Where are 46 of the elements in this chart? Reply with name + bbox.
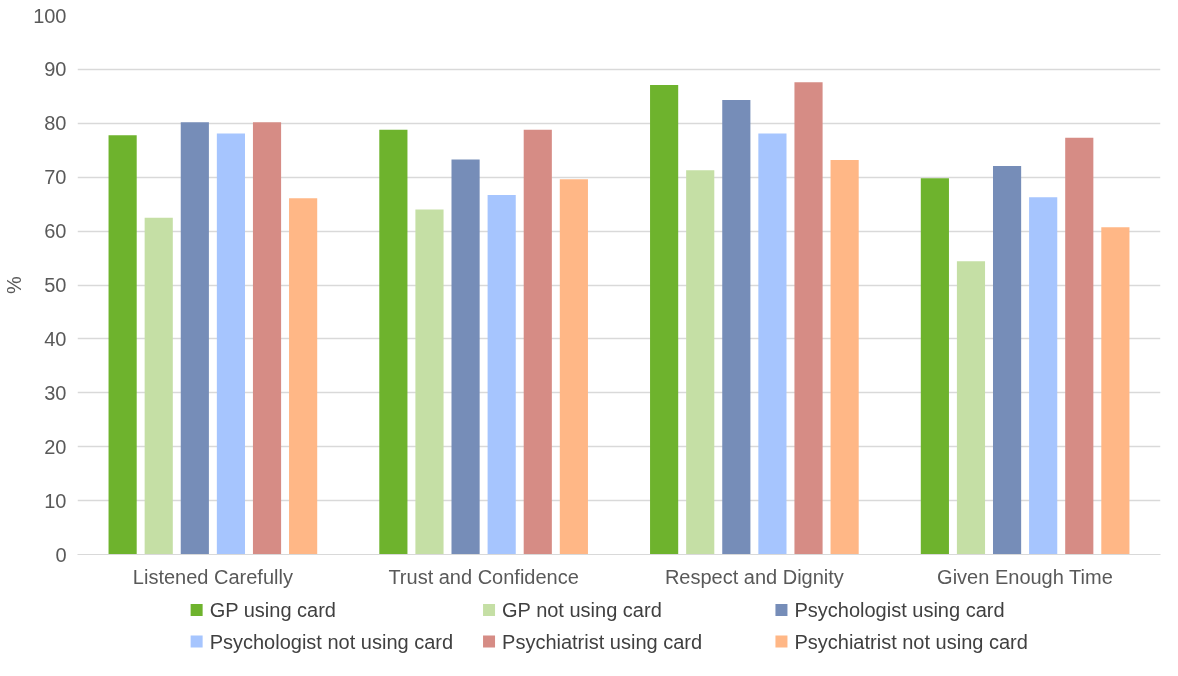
bar — [650, 85, 679, 555]
bar — [794, 82, 823, 555]
bar — [993, 165, 1022, 555]
legend-label: Psychologist using card — [794, 599, 1005, 622]
y-tick-label: 0 — [55, 543, 67, 566]
y-tick-label: 80 — [44, 112, 67, 135]
legend-label: Psychiatrist not using card — [794, 630, 1028, 653]
y-tick-label: 40 — [44, 327, 67, 350]
bar — [1065, 137, 1094, 555]
legend-label: Psychiatrist using card — [502, 630, 703, 653]
bar — [252, 122, 282, 555]
x-tick-label: Respect and Dignity — [664, 565, 844, 588]
bar — [956, 261, 986, 555]
bar — [523, 129, 552, 555]
y-tick-label: 20 — [44, 435, 67, 458]
bar — [415, 209, 444, 555]
bar — [1101, 227, 1130, 555]
bar — [830, 159, 859, 555]
y-axis-title: % — [3, 275, 26, 294]
bar — [180, 122, 209, 555]
bar — [216, 133, 245, 555]
x-tick-label: Given Enough Time — [937, 565, 1113, 588]
y-tick-label: 30 — [44, 381, 67, 404]
bar — [559, 179, 588, 555]
legend-label: GP using card — [209, 599, 336, 622]
legend-label: GP not using card — [502, 599, 662, 622]
y-tick-label: 60 — [44, 220, 67, 243]
bar — [379, 129, 408, 555]
bar — [758, 133, 787, 555]
y-tick-label: 70 — [44, 166, 67, 189]
x-tick-label: Listened Carefully — [132, 565, 293, 588]
bar — [108, 135, 137, 555]
bar — [722, 100, 751, 555]
bar — [686, 170, 715, 555]
legend-label: Psychologist not using card — [209, 630, 454, 653]
x-tick-label: Trust and Confidence — [388, 565, 579, 588]
y-tick-label: 10 — [44, 489, 67, 512]
y-tick-label: 50 — [44, 274, 67, 296]
bar — [920, 178, 949, 555]
bar — [451, 159, 480, 555]
y-tick-label: 90 — [44, 58, 67, 81]
bar — [1029, 197, 1058, 555]
bar — [144, 217, 173, 555]
y-tick-label: 100 — [33, 4, 67, 27]
bar — [289, 198, 318, 555]
bar — [487, 194, 516, 555]
